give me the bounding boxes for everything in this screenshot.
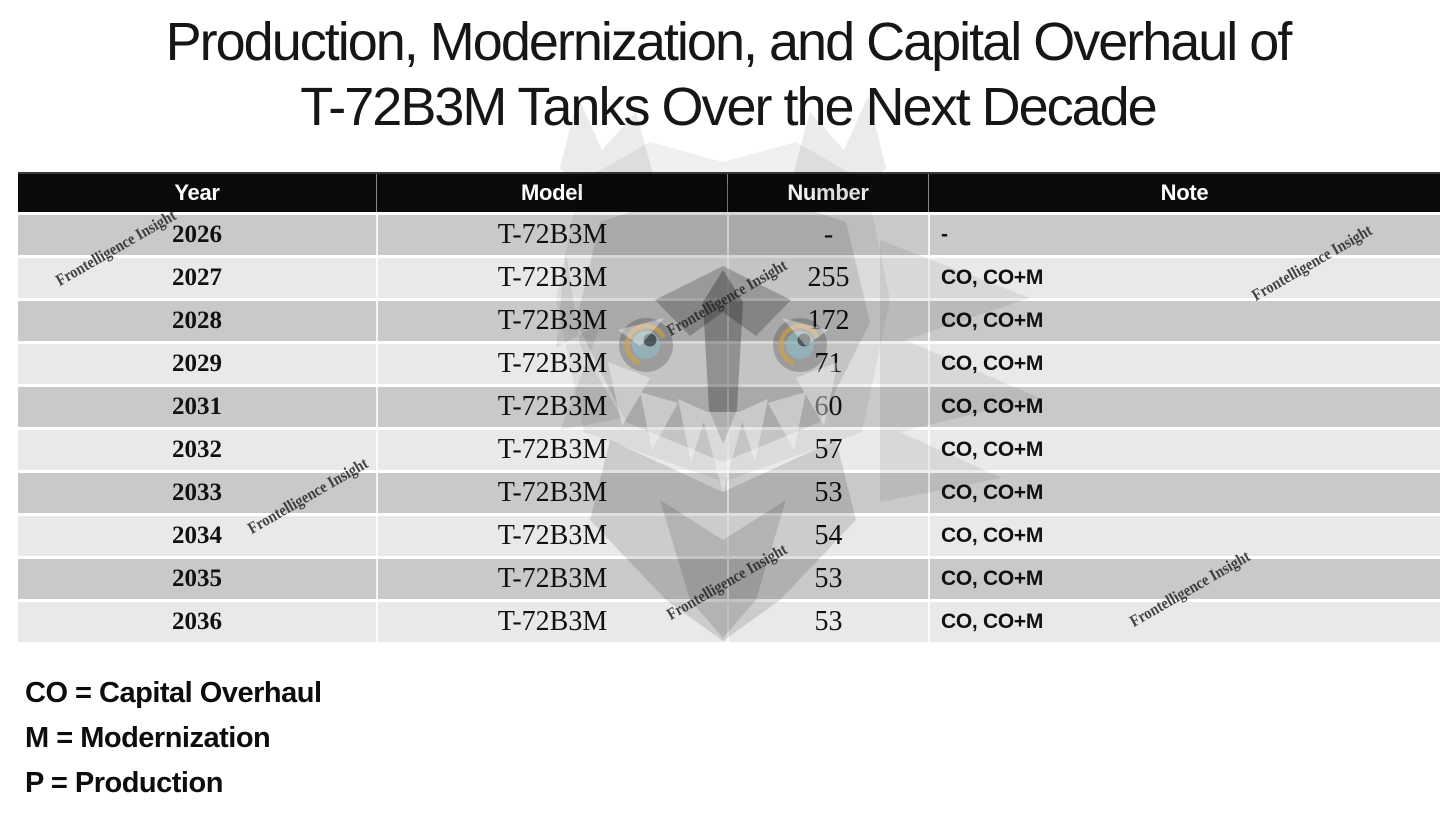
cell-model: T-72B3M xyxy=(376,473,727,513)
cell-year: 2029 xyxy=(172,350,222,377)
cell-note: CO, CO+M xyxy=(928,258,1440,298)
legend-co: CO = Capital Overhaul xyxy=(25,677,322,709)
cell-year: 2036 xyxy=(172,608,222,635)
cell-year: 2033 xyxy=(172,479,222,506)
cell-number: - xyxy=(727,215,928,255)
cell-number: 57 xyxy=(727,430,928,470)
cell-number: 255 xyxy=(727,258,928,298)
column-header-model: Model xyxy=(376,174,727,212)
cell-number: 53 xyxy=(727,559,928,599)
cell-model: T-72B3M xyxy=(376,258,727,298)
cell-note: CO, CO+M xyxy=(928,344,1440,384)
table-row: 2027 T-72B3M 255 CO, CO+M xyxy=(18,255,1440,298)
cell-model: T-72B3M xyxy=(376,387,727,427)
table-row: 2035 T-72B3M 53 CO, CO+M xyxy=(18,556,1440,599)
table-row: 2031 T-72B3M 60 CO, CO+M xyxy=(18,384,1440,427)
column-header-number: Number xyxy=(727,174,928,212)
table-header-row: Year Model Number Note xyxy=(18,172,1440,212)
abbreviation-legend: CO = Capital Overhaul M = Modernization … xyxy=(25,671,322,806)
cell-number: 54 xyxy=(727,516,928,556)
cell-year: 2027 xyxy=(172,264,222,291)
table-row: 2033 T-72B3M 53 CO, CO+M xyxy=(18,470,1440,513)
table-row: 2036 T-72B3M 53 CO, CO+M xyxy=(18,599,1440,642)
cell-note: CO, CO+M xyxy=(928,387,1440,427)
table-body: 2026 T-72B3M - -2027 T-72B3M 255 CO, CO+M 2028 T… xyxy=(18,212,1440,642)
cell-model: T-72B3M xyxy=(376,344,727,384)
column-header-year: Year xyxy=(174,180,220,205)
cell-year: 2026 xyxy=(172,221,222,248)
cell-note: CO, CO+M xyxy=(928,301,1440,341)
column-header-note: Note xyxy=(928,174,1440,212)
tank-production-table: Year Model Number Note 2026 T-72B3M - -2027… xyxy=(18,172,1440,642)
table-row: 2028 T-72B3M 172 CO, CO+M xyxy=(18,298,1440,341)
page-title-line2: T-72B3M Tanks Over the Next Decade xyxy=(300,77,1157,137)
cell-year: 2034 xyxy=(172,522,222,549)
cell-number: 53 xyxy=(727,602,928,642)
cell-model: T-72B3M xyxy=(376,430,727,470)
cell-year: 2028 xyxy=(172,307,222,334)
cell-number: 53 xyxy=(727,473,928,513)
cell-note: CO, CO+M xyxy=(928,516,1440,556)
cell-note: CO, CO+M xyxy=(928,559,1440,599)
cell-model: T-72B3M xyxy=(376,215,727,255)
table-row: 2029 T-72B3M 71 CO, CO+M xyxy=(18,341,1440,384)
table-row: 2032 T-72B3M 57 CO, CO+M xyxy=(18,427,1440,470)
page-title-line1: Production, Modernization, and Capital O… xyxy=(165,12,1293,72)
cell-number: 60 xyxy=(727,387,928,427)
legend-m: M = Modernization xyxy=(25,722,271,754)
cell-model: T-72B3M xyxy=(376,301,727,341)
table-row: 2026 T-72B3M - - xyxy=(18,212,1440,255)
cell-number: 172 xyxy=(727,301,928,341)
cell-note: - xyxy=(928,215,1440,255)
cell-model: T-72B3M xyxy=(376,516,727,556)
cell-model: T-72B3M xyxy=(376,602,727,642)
cell-number: 71 xyxy=(727,344,928,384)
cell-model: T-72B3M xyxy=(376,559,727,599)
page-title: Production, Modernization, and Capital O… xyxy=(0,10,1456,140)
cell-year: 2035 xyxy=(172,565,222,592)
cell-note: CO, CO+M xyxy=(928,430,1440,470)
cell-year: 2032 xyxy=(172,436,222,463)
legend-p: P = Production xyxy=(25,767,223,799)
table-row: 2034 T-72B3M 54 CO, CO+M xyxy=(18,513,1440,556)
cell-note: CO, CO+M xyxy=(928,602,1440,642)
cell-note: CO, CO+M xyxy=(928,473,1440,513)
cell-year: 2031 xyxy=(172,393,222,420)
